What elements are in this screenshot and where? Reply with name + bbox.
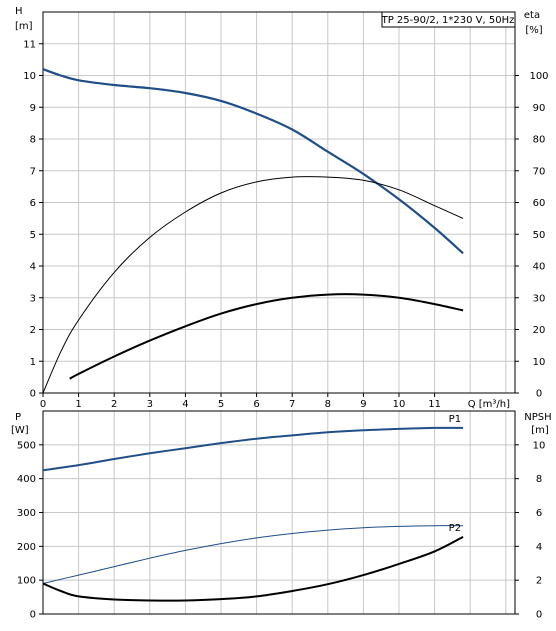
x-axis-label: Q [m³/h] <box>468 399 510 410</box>
y2-tick-label: 20 <box>533 325 546 336</box>
y2-axis-label: NPSH <box>524 412 551 423</box>
y2-tick-label: 40 <box>533 262 546 273</box>
x-tick-label: 5 <box>218 399 224 410</box>
y2-tick-label: 80 <box>533 135 546 146</box>
y-tick-label: 200 <box>17 542 36 553</box>
x-tick-label: 11 <box>428 399 441 410</box>
y2-tick-label: 8 <box>536 474 542 485</box>
series-line-1-2 <box>42 176 464 394</box>
y-tick-label: 1 <box>30 357 36 368</box>
y-tick-label: 11 <box>23 39 36 50</box>
x-tick-label: 10 <box>393 399 406 410</box>
y2-tick-label: 2 <box>536 576 542 587</box>
y2-tick-label: 4 <box>536 542 542 553</box>
y-tick-label: 300 <box>17 508 36 519</box>
y-tick-label: 5 <box>30 230 36 241</box>
y2-tick-label: 60 <box>533 198 546 209</box>
y-tick-label: 10 <box>23 71 36 82</box>
y-tick-label: 500 <box>17 440 36 451</box>
y-tick-label: 400 <box>17 474 36 485</box>
y2-axis-label: eta <box>524 10 540 21</box>
y-tick-label: 0 <box>30 610 36 621</box>
y2-axis-unit: [%] <box>525 25 542 36</box>
y2-axis-unit: [m] <box>531 425 549 436</box>
y-tick-label: 6 <box>30 198 36 209</box>
x-tick-label: 2 <box>111 399 117 410</box>
x-tick-label: 9 <box>360 399 366 410</box>
x-tick-label: 7 <box>289 399 295 410</box>
y-tick-label: 3 <box>30 293 36 304</box>
y2-tick-label: 30 <box>533 293 546 304</box>
y-axis-label: P <box>15 412 21 423</box>
y2-tick-label: 0 <box>536 389 542 400</box>
y-tick-label: 0 <box>30 389 36 400</box>
chart-title-box <box>381 11 516 28</box>
series-line-1-1 <box>42 68 464 255</box>
y-tick-label: 9 <box>30 103 36 114</box>
y2-tick-label: 0 <box>536 610 542 621</box>
y-tick-label: 4 <box>30 262 36 273</box>
y2-tick-label: 50 <box>533 230 546 241</box>
x-tick-label: 4 <box>182 399 188 410</box>
y-tick-label: 2 <box>30 325 36 336</box>
x-tick-label: 0 <box>40 399 46 410</box>
y-axis-unit: [m] <box>15 21 33 32</box>
y-axis-unit: [W] <box>11 425 29 436</box>
x-tick-label: 8 <box>325 399 331 410</box>
y2-tick-label: 70 <box>533 166 546 177</box>
series-label: P1 <box>449 414 461 425</box>
y-axis-label: H <box>15 6 23 17</box>
series-line-1-3 <box>69 293 464 380</box>
series-line-2-2 <box>42 525 464 584</box>
y2-tick-label: 10 <box>533 357 546 368</box>
y2-tick-label: 90 <box>533 103 546 114</box>
series-line-2-1 <box>42 426 464 472</box>
x-tick-label: 1 <box>75 399 81 410</box>
y2-tick-label: 6 <box>536 508 542 519</box>
y2-tick-label: 100 <box>529 71 548 82</box>
series-line-2-3 <box>42 536 464 602</box>
x-tick-label: 6 <box>253 399 259 410</box>
x-tick-label: 3 <box>147 399 153 410</box>
series-label: P2 <box>449 523 461 534</box>
y-tick-label: 8 <box>30 135 36 146</box>
y-tick-label: 100 <box>17 576 36 587</box>
y-tick-label: 7 <box>30 166 36 177</box>
y2-tick-label: 10 <box>533 440 546 451</box>
chart-title: TP 25-90/2, 1*230 V, 50Hz <box>381 15 515 26</box>
